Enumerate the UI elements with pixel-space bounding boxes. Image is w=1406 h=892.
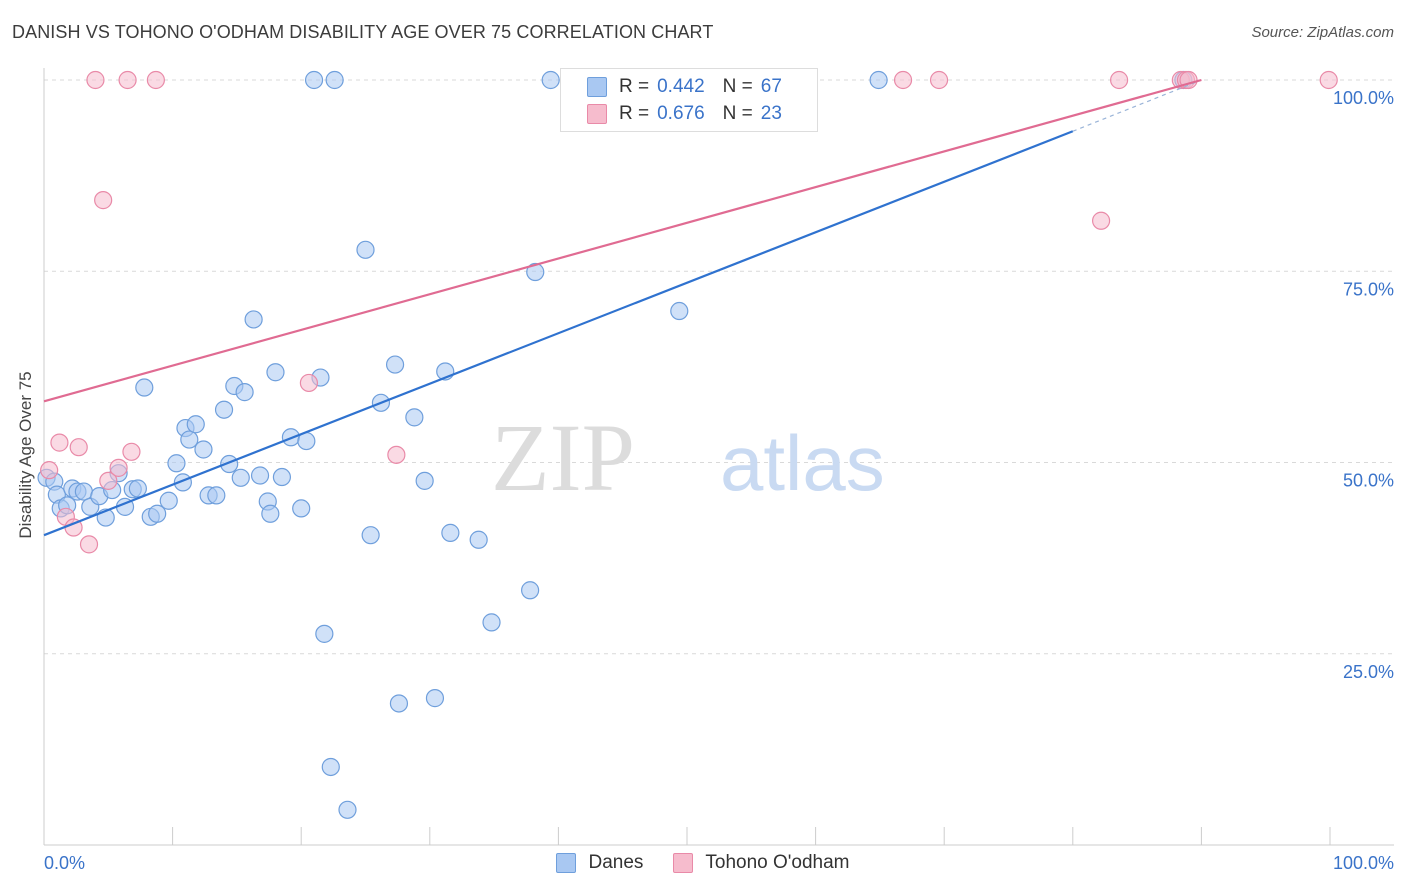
axis-layer: [43, 68, 1394, 846]
tohono-point: [79, 535, 99, 554]
danes-point: [670, 301, 689, 321]
danes-point: [415, 471, 434, 490]
danes-point: [315, 624, 334, 643]
danes-point: [261, 504, 280, 523]
danes-point: [304, 70, 324, 90]
tohono-point: [893, 70, 913, 90]
chart-title: DANISH VS TOHONO O'ODHAM DISABILITY AGE …: [12, 22, 714, 42]
danes-point: [214, 400, 234, 419]
n-label: N =: [722, 76, 753, 97]
tohono-legend-swatch: [673, 853, 694, 873]
danes-point: [292, 499, 311, 518]
danes-point: [338, 800, 357, 819]
danes-point: [385, 355, 405, 374]
danes-point: [325, 70, 344, 90]
n-value: 23: [760, 103, 782, 124]
danes-trend-line: [43, 130, 1074, 537]
tick-layer: 25.0% 50.0% 75.0% 100.0% 0.0% 100.0%: [44, 88, 1394, 873]
tohono-point: [69, 438, 88, 457]
danes-point: [167, 454, 186, 473]
n-value: 67: [760, 76, 782, 97]
danes-point: [244, 310, 263, 329]
tohono-point: [929, 70, 949, 90]
n-label: N =: [722, 103, 753, 124]
points-layer: [37, 70, 1338, 819]
legend-item-tohono[interactable]: Tohono O'odham: [673, 852, 850, 874]
danes-point: [356, 240, 375, 259]
danes-point: [272, 467, 292, 487]
danes-point: [266, 363, 285, 382]
legend-row-danes: R = 0.442 N = 67: [561, 73, 800, 101]
danes-point: [389, 694, 409, 713]
danes-point: [186, 415, 205, 434]
x-tick-label: 0.0%: [44, 853, 85, 873]
tohono-point: [99, 471, 118, 490]
danes-point: [405, 408, 424, 427]
tohono-point: [122, 442, 141, 461]
danes-point: [321, 757, 340, 777]
tohono-point: [50, 433, 69, 452]
tohono-point: [40, 461, 59, 480]
tohono-point: [1319, 70, 1338, 90]
tohono-point: [109, 458, 128, 477]
danes-point: [235, 383, 254, 402]
danes-point: [521, 581, 540, 600]
watermark: ZIP atlas: [491, 404, 885, 511]
watermark-atlas: atlas: [720, 419, 885, 507]
grid-layer: [44, 79, 1394, 655]
tohono-point: [387, 445, 406, 464]
r-label: R =: [619, 103, 650, 124]
danes-point: [128, 479, 147, 498]
danes-point: [425, 689, 445, 708]
danes-point: [361, 526, 380, 545]
watermark-zip: ZIP: [491, 404, 635, 511]
y-tick-label: 100.0%: [1333, 88, 1394, 108]
danes-legend-label: Danes: [588, 852, 644, 873]
stats-legend: R = 0.442 N = 67 R = 0.676 N = 23: [560, 68, 818, 132]
tohono-point: [299, 373, 319, 393]
tohono-point: [1109, 70, 1129, 90]
danes-point: [869, 70, 888, 90]
danes-point: [231, 468, 250, 487]
tohono-point: [146, 70, 165, 90]
danes-point: [148, 504, 167, 523]
tohono-legend-label: Tohono O'odham: [705, 852, 850, 873]
danes-point: [441, 523, 460, 542]
y-tick-label: 50.0%: [1343, 471, 1394, 491]
r-value: 0.676: [657, 103, 705, 124]
danes-point: [135, 378, 154, 397]
tohono-point: [1091, 211, 1111, 230]
trend-layer: [43, 78, 1202, 537]
danes-point: [194, 440, 213, 459]
tohono-trend-line: [43, 78, 1202, 403]
danes-point: [482, 613, 501, 632]
r-label: R =: [619, 76, 650, 97]
danes-point: [250, 466, 270, 485]
danes-legend-swatch: [556, 853, 577, 873]
r-value: 0.442: [657, 76, 705, 97]
danes-swatch: [587, 77, 607, 97]
tohono-point: [86, 70, 105, 90]
danes-point: [207, 486, 226, 505]
legend-row-tohono: R = 0.676 N = 23: [561, 100, 800, 128]
y-tick-label: 25.0%: [1343, 662, 1394, 682]
danes-point: [541, 70, 560, 90]
danes-point: [526, 262, 545, 282]
legend-item-danes[interactable]: Danes: [556, 852, 643, 874]
danes-point: [74, 482, 93, 501]
y-tick-label: 75.0%: [1343, 279, 1394, 299]
series-legend: Danes Tohono O'odham: [0, 852, 1406, 874]
tohono-point: [118, 70, 137, 90]
danes-point: [469, 530, 488, 549]
source-label: Source: ZipAtlas.com: [1251, 24, 1394, 41]
x-tick-label: 100.0%: [1333, 853, 1394, 873]
danes-point: [159, 491, 178, 510]
tohono-swatch: [587, 104, 607, 124]
danes-point: [180, 430, 199, 449]
danes-trend-extension: [1072, 79, 1202, 132]
tohono-point: [94, 191, 113, 210]
